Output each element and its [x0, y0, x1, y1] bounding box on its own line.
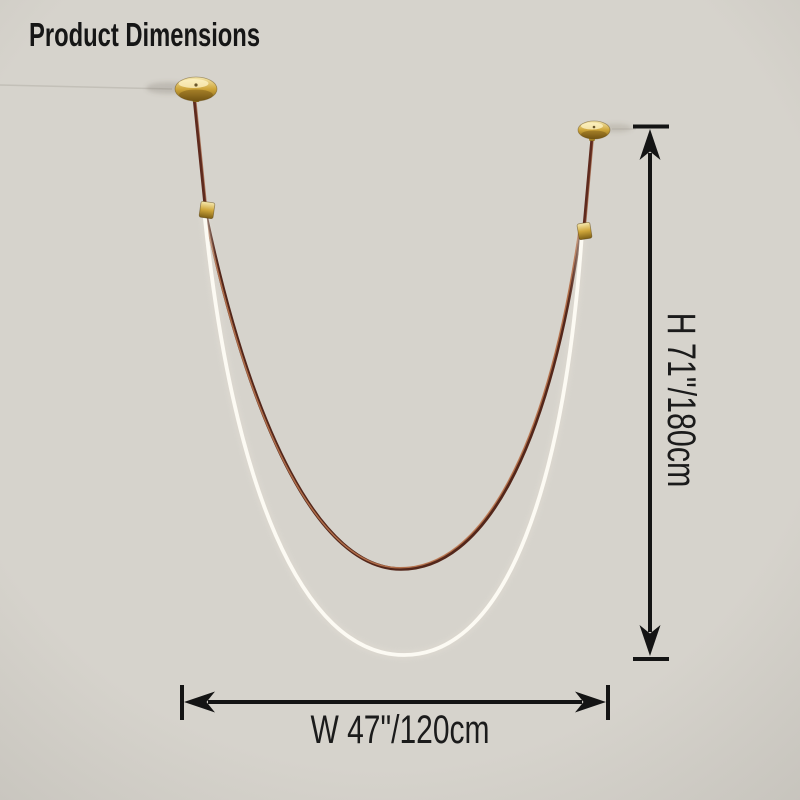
ceiling-canopy-left [174, 76, 218, 102]
ceiling-canopy-right [577, 120, 611, 141]
canopy-right-underside [581, 130, 607, 139]
pendant-light-fixture [174, 76, 611, 660]
leather-strap-curve [204, 214, 583, 571]
connector-sleeve-left-body [198, 200, 216, 220]
leather-strap-sheen [204, 214, 581, 569]
suspension-cable-right-highlight [585, 137, 594, 228]
suspension-cable-right [582, 136, 594, 229]
width-arrow-right-head [575, 691, 606, 713]
canopy-left-screw [194, 83, 198, 87]
connector-sleeve-right-body [576, 221, 593, 241]
suspension-cable-left-highlight [195, 96, 208, 206]
canopy-left-underside [179, 89, 213, 101]
suspension-cable-left [192, 95, 207, 207]
page-title: Product Dimensions [29, 16, 261, 53]
connector-sleeve-left [198, 200, 216, 220]
height-arrow-down-head [639, 625, 661, 656]
canopy-right-sheen [581, 122, 603, 130]
width-dimension-label: W 47"/120cm [310, 708, 490, 752]
led-light-strip [201, 215, 586, 660]
canopy-left-sheen [178, 79, 209, 88]
canopy-right-screw [592, 125, 596, 129]
connector-sleeve-right [576, 221, 593, 241]
ceiling-line-left [0, 84, 173, 90]
width-arrow-left-head [184, 691, 215, 713]
height-dimension-arrow [633, 124, 669, 661]
height-arrow-up-head [639, 129, 661, 160]
led-strip-core [203, 217, 584, 657]
height-dimension-label: H 71"/180cm [659, 312, 703, 488]
leather-strap [204, 214, 583, 571]
width-dimension-arrow [180, 685, 610, 720]
